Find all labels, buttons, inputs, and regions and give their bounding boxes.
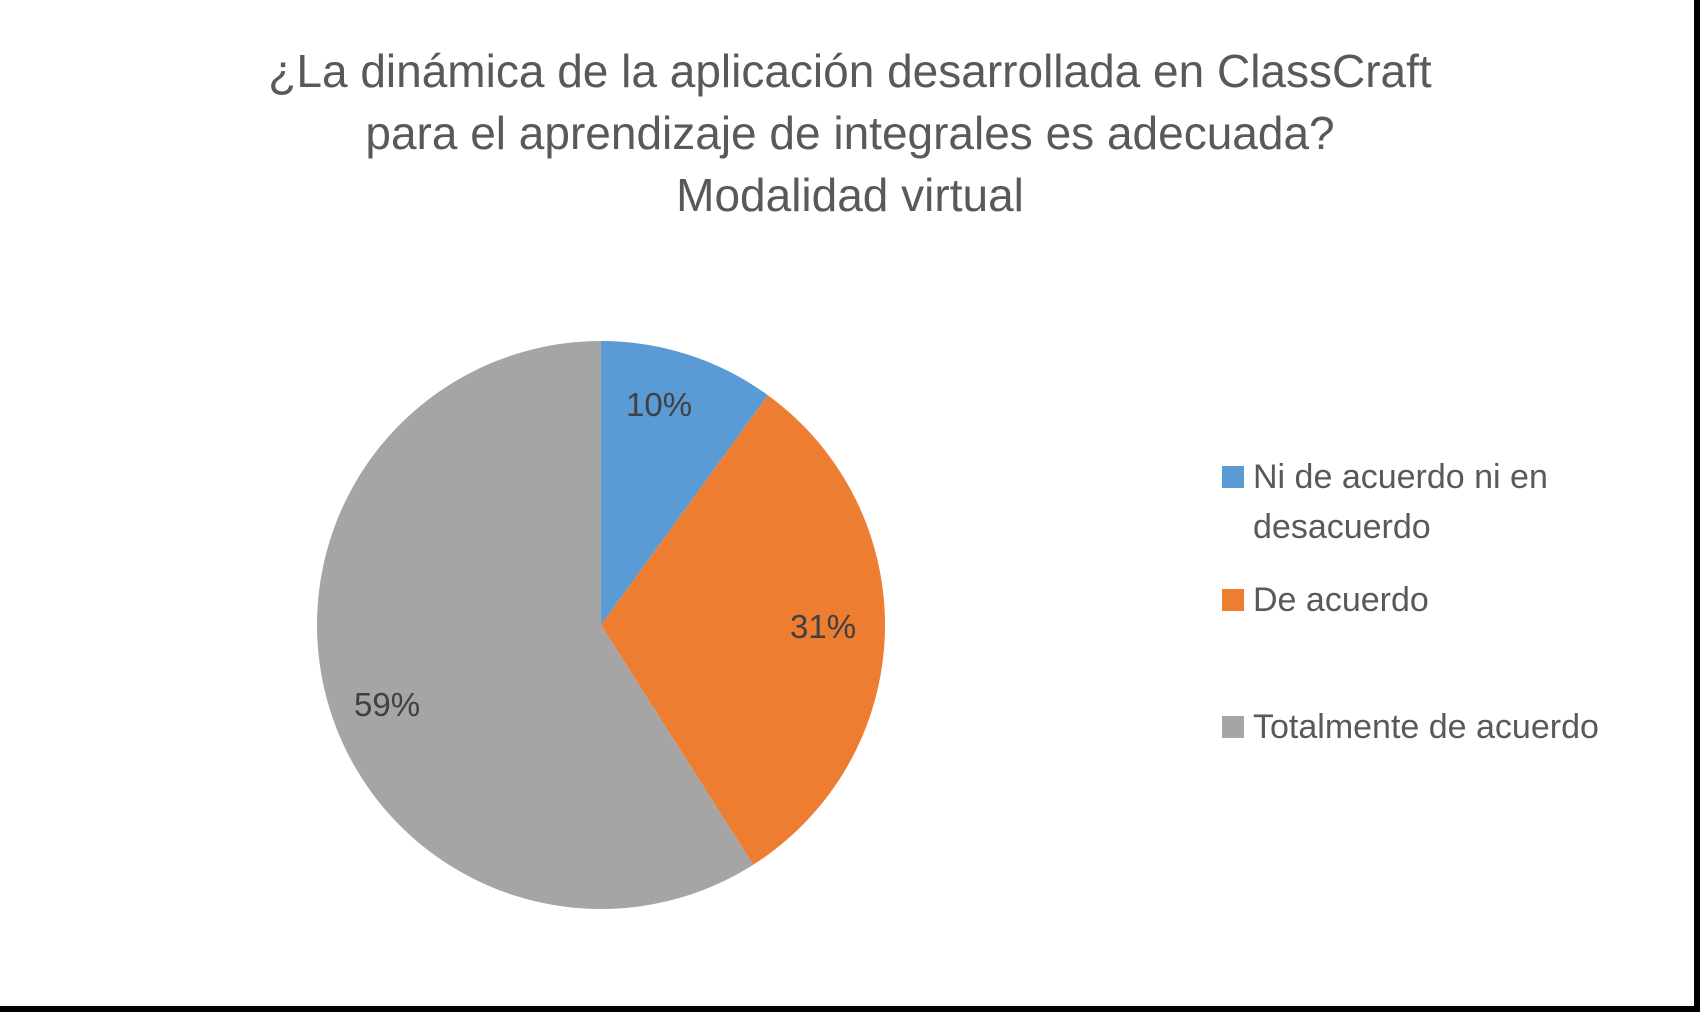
title-line-1: ¿La dinámica de la aplicación desarrolla…	[268, 45, 1432, 97]
chart-title: ¿La dinámica de la aplicación desarrolla…	[0, 40, 1700, 226]
slice-ni-de-acuerdo[interactable]	[601, 341, 768, 625]
title-line-3: Modalidad virtual	[676, 169, 1024, 221]
data-label-ni: 10%	[626, 386, 693, 423]
data-label-total: 59%	[354, 686, 421, 723]
legend-label-cont: desacuerdo	[1253, 508, 1431, 546]
data-label-de: 31%	[790, 608, 857, 645]
legend-label: Totalmente de acuerdo	[1253, 708, 1599, 746]
legend-label: Ni de acuerdo ni en	[1253, 458, 1548, 496]
slice-de-acuerdo[interactable]	[601, 395, 885, 865]
title-line-2: para el aprendizaje de integrales es ade…	[365, 107, 1335, 159]
legend-swatch-blue-icon	[1222, 466, 1244, 488]
slice-totalmente-de-acuerdo[interactable]	[316, 341, 754, 909]
legend-item-ni[interactable]: Ni de acuerdo ni en desacuerdo	[1222, 452, 1548, 552]
legend-swatch-gray-icon	[1222, 716, 1244, 738]
legend-item-total[interactable]: Totalmente de acuerdo	[1222, 702, 1599, 752]
legend-label: De acuerdo	[1253, 581, 1429, 619]
legend-swatch-orange-icon	[1222, 589, 1244, 611]
legend-item-de[interactable]: De acuerdo	[1222, 575, 1429, 625]
